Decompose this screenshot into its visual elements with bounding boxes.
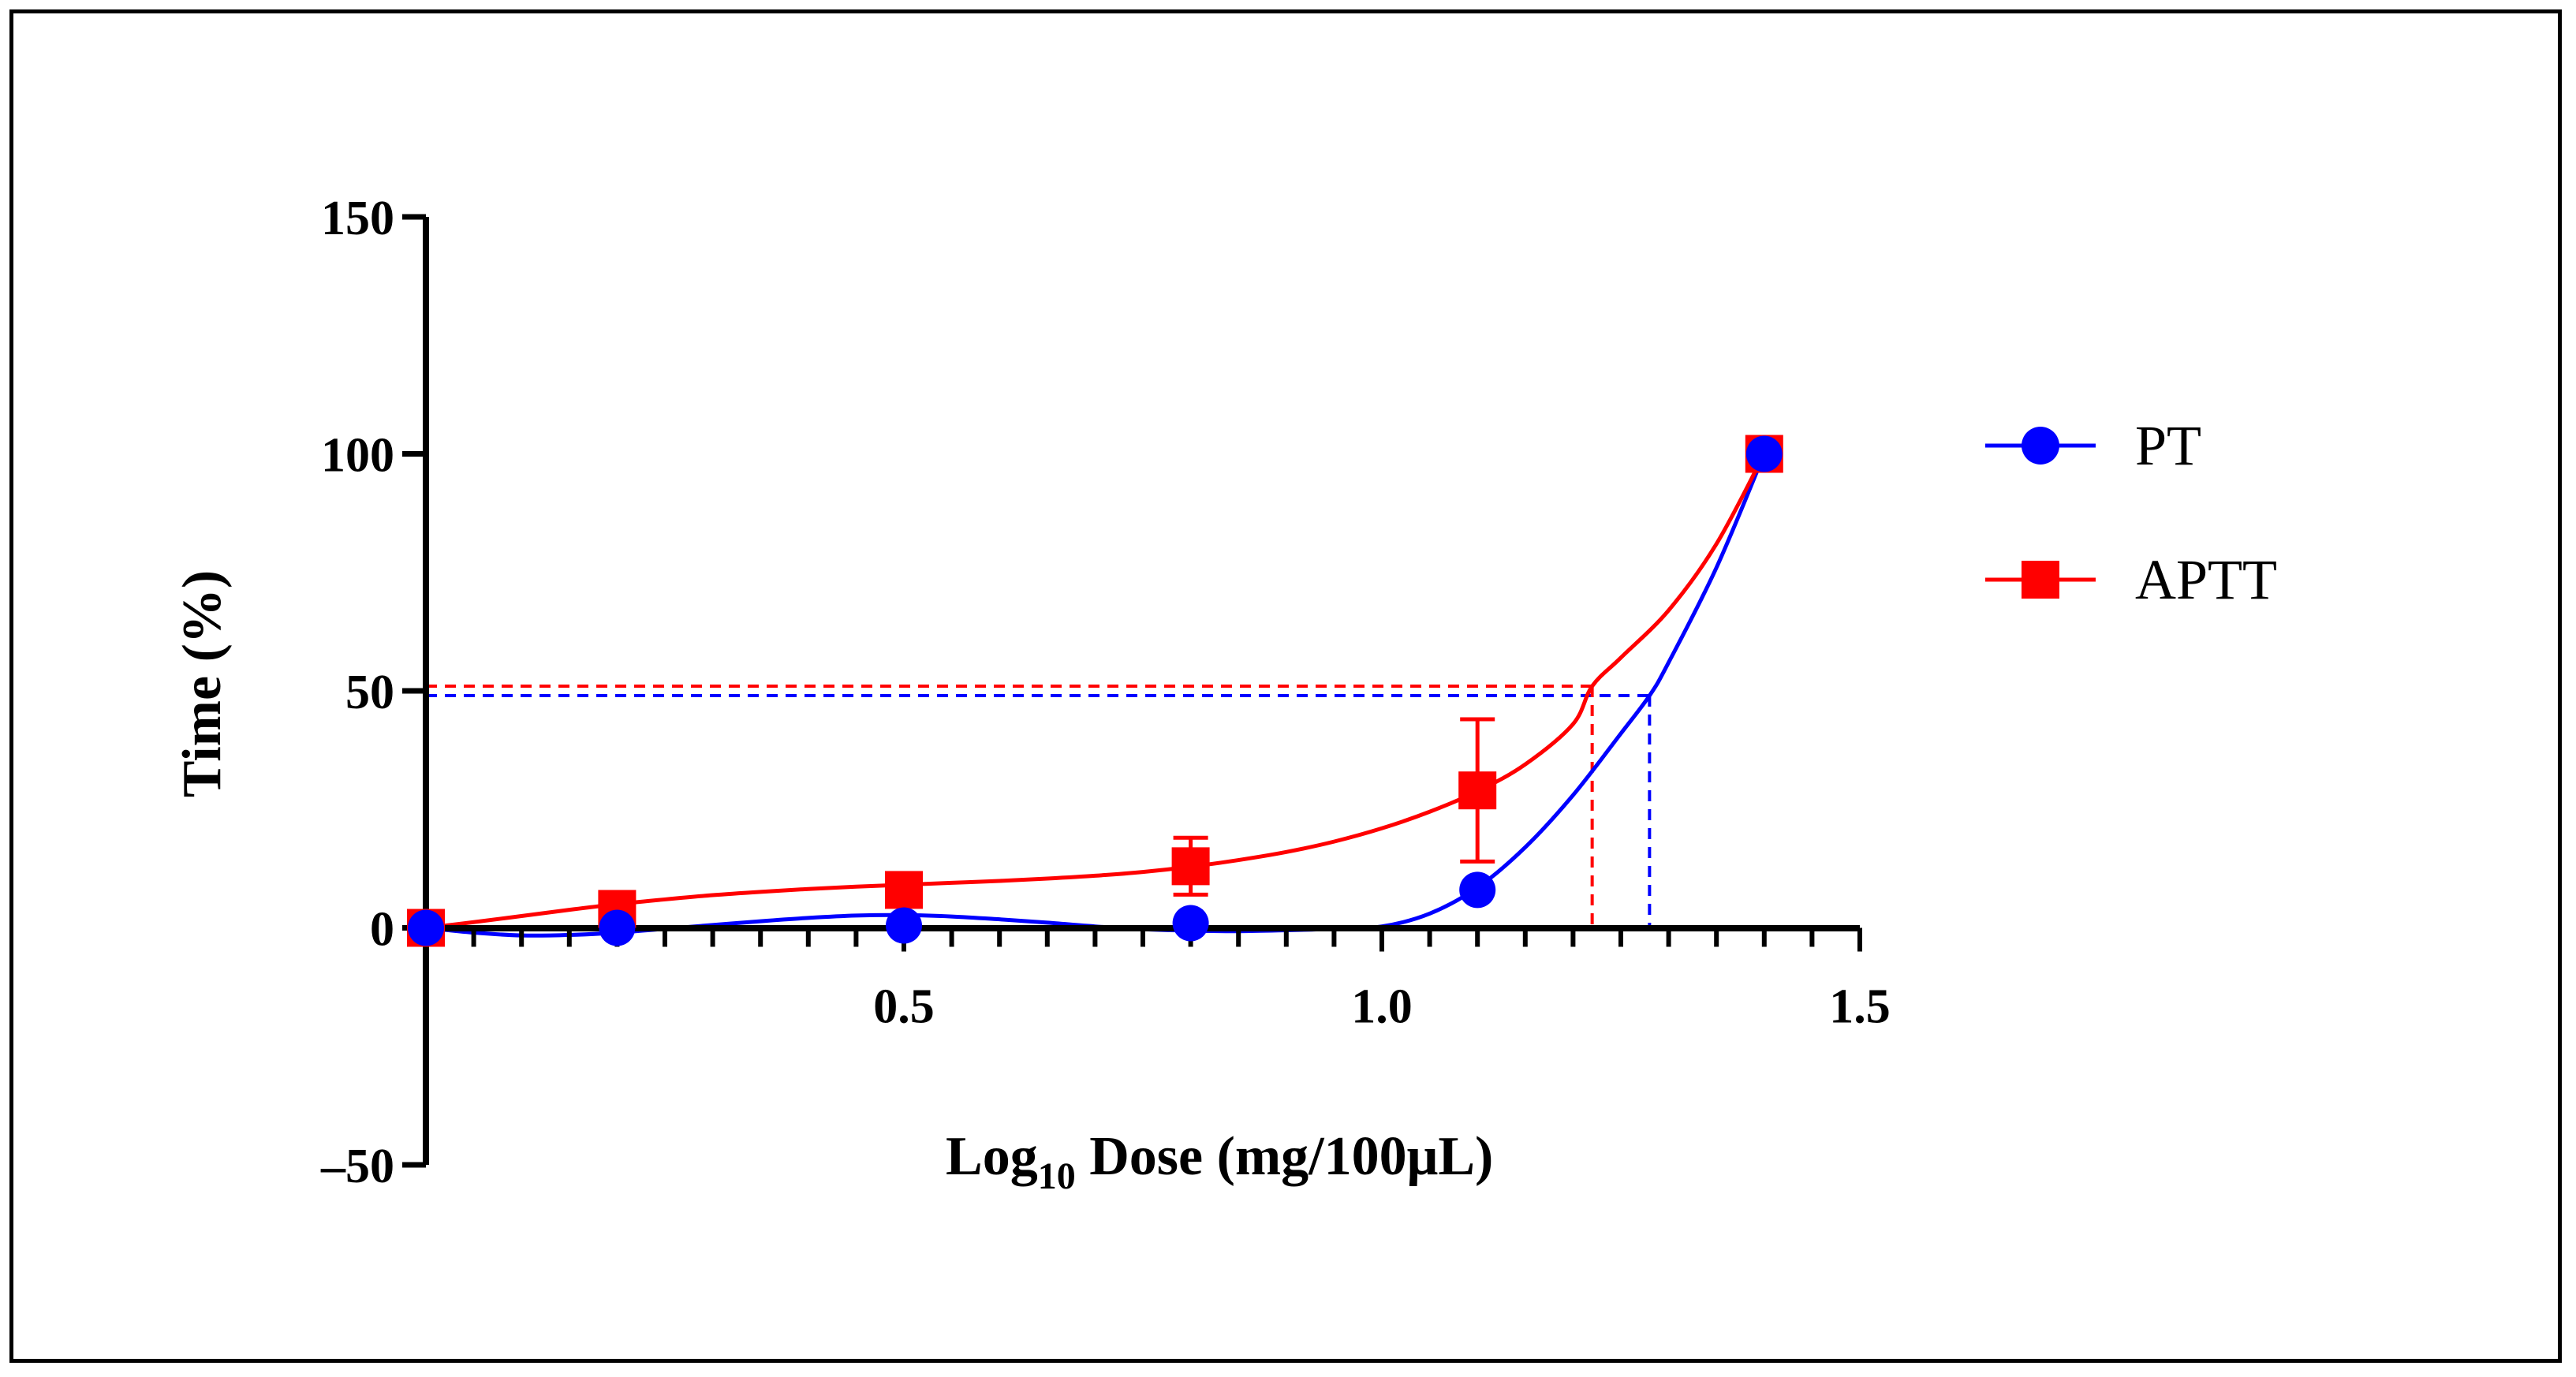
chart: 0.5 1.0 1.5 150 100 50 0 –50 Time (%) Log10 Do… [172,192,2277,1197]
fit-curve-aptt [425,453,1767,930]
ic50-guides [426,684,1652,928]
y-tick-label: 100 [321,429,394,483]
marker-pt [408,909,444,946]
y-axis-title: Time (%) [172,570,233,797]
marker-pt [886,907,922,944]
x-tick-label: 0.5 [873,980,935,1034]
x-ticks: 0.5 1.0 1.5 [471,927,1891,1034]
legend-label-aptt: APTT [2135,548,2277,611]
x-axis-title-rest: Dose (mg/100μL) [1076,1126,1494,1187]
marker-pt [1459,871,1496,909]
x-axis-title-subscript: 10 [1038,1155,1076,1197]
legend-marker-pt [2022,427,2059,465]
y-tick-label: –50 [320,1140,394,1193]
data-markers [407,435,1783,947]
marker-pt [1745,435,1783,472]
y-tick-label: 150 [321,192,394,245]
legend-marker-aptt [2022,561,2059,599]
y-ticks: 150 100 50 0 –50 [320,192,426,1193]
legend: PT APTT [1985,414,2277,611]
x-axis-title-main: Log [946,1126,1038,1187]
marker-aptt [1458,771,1497,810]
axes [423,217,1860,1165]
legend-label-pt: PT [2135,414,2201,477]
marker-aptt [1171,847,1210,886]
marker-aptt [885,871,923,909]
figure-frame: 0.5 1.0 1.5 150 100 50 0 –50 Time (%) Log10 Do… [9,9,2562,1363]
marker-pt [599,909,636,946]
x-axis-title: Log10 Dose (mg/100μL) [946,1126,1493,1197]
marker-pt [1172,905,1209,942]
y-tick-label: 50 [345,666,394,719]
y-tick-label: 0 [370,903,394,957]
x-tick-label: 1.0 [1351,980,1413,1034]
legend-item-pt: PT [1985,414,2201,477]
legend-item-aptt: APTT [1985,548,2277,611]
x-tick-label: 1.5 [1829,980,1891,1034]
